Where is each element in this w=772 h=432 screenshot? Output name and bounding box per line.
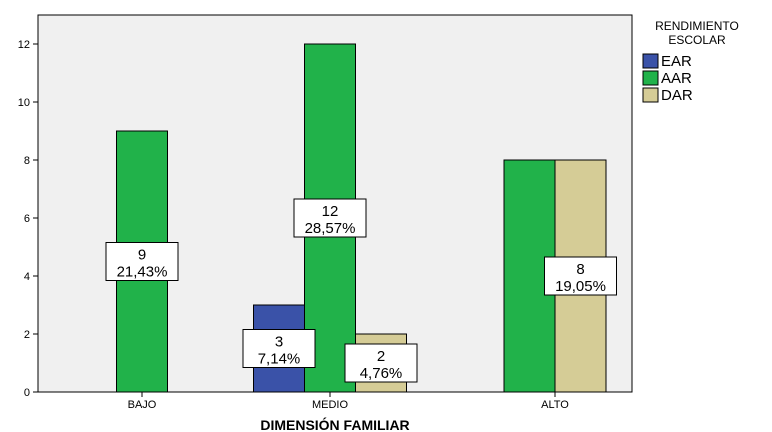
legend-swatch-dar (642, 87, 659, 103)
data-label-percent: 28,57% (305, 220, 356, 237)
y-tick-label: 2 (24, 329, 30, 341)
legend-title-line2: ESCOLAR (668, 33, 726, 47)
data-label-box (544, 256, 617, 296)
y-tick-label: 8 (24, 155, 30, 167)
data-label-count: 9 (138, 247, 146, 264)
legend-label-ear: EAR (661, 53, 692, 70)
y-tick-label: 12 (18, 39, 30, 51)
legend-swatch-aar (642, 70, 659, 86)
legend-title-line1: RENDIMIENTO (655, 19, 739, 33)
legend-label-dar: DAR (661, 87, 693, 104)
data-label-percent: 19,05% (555, 278, 606, 295)
data-label-percent: 21,43% (117, 264, 168, 281)
y-tick-label: 4 (24, 271, 30, 283)
x-tick-label: BAJO (128, 399, 157, 411)
y-tick-label: 6 (24, 213, 30, 225)
y-tick-label: 0 (24, 387, 30, 399)
x-tick-label: ALTO (541, 399, 569, 411)
data-label-percent: 4,76% (360, 365, 403, 382)
data-label-count: 8 (576, 261, 584, 278)
data-label-count: 12 (322, 203, 339, 220)
data-label-count: 3 (275, 334, 283, 351)
data-label-count: 2 (377, 348, 385, 365)
x-tick-label: MEDIO (312, 399, 349, 411)
data-label-box (242, 329, 316, 368)
legend-swatch-ear (642, 53, 659, 69)
data-label-box (293, 198, 367, 238)
y-tick-label: 10 (18, 97, 30, 109)
data-label-box (344, 343, 418, 383)
data-label-percent: 7,14% (258, 351, 301, 368)
x-axis-title: DIMENSIÓN FAMILIAR (260, 416, 409, 432)
legend-label-aar: AAR (661, 70, 692, 87)
data-label-box (105, 242, 179, 281)
